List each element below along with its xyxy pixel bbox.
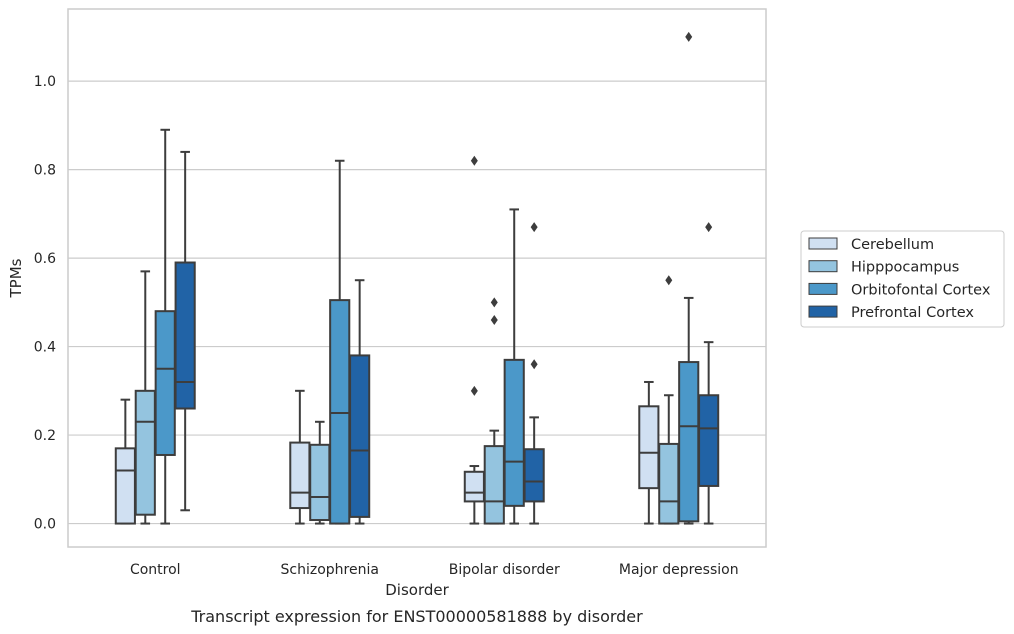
series-cerebellum bbox=[114, 155, 660, 525]
box bbox=[309, 420, 331, 525]
legend-swatch bbox=[808, 282, 838, 295]
box bbox=[114, 398, 136, 525]
series-orbitofontal-cortex bbox=[154, 31, 700, 525]
legend-label: Cerebellum bbox=[851, 237, 934, 253]
box-body bbox=[289, 441, 311, 510]
outlier-point bbox=[470, 385, 478, 396]
box-body bbox=[174, 261, 196, 410]
box-body bbox=[523, 448, 545, 503]
outlier-point bbox=[490, 297, 498, 308]
outlier-point bbox=[665, 275, 673, 286]
box-body bbox=[678, 361, 700, 523]
y-tick-label: 0.2 bbox=[34, 428, 56, 444]
legend-frame bbox=[800, 230, 1005, 328]
legend-swatch bbox=[808, 305, 838, 318]
legend-label: Prefrontal Cortex bbox=[851, 305, 974, 321]
x-tick-label: Bipolar disorder bbox=[449, 562, 560, 578]
x-tick-label: Schizophrenia bbox=[281, 562, 379, 578]
box bbox=[638, 380, 660, 525]
box bbox=[483, 297, 505, 525]
box bbox=[503, 208, 525, 525]
legend-label: Orbitofontal Cortex bbox=[851, 282, 991, 298]
outlier-point bbox=[530, 222, 538, 233]
box-body bbox=[658, 442, 680, 525]
outlier-point bbox=[470, 155, 478, 166]
box-body bbox=[463, 470, 485, 503]
box-body bbox=[329, 299, 351, 525]
plot-frame bbox=[67, 8, 767, 548]
x-tick-label: Control bbox=[130, 562, 181, 578]
box bbox=[658, 275, 680, 525]
box-body bbox=[309, 443, 331, 522]
box bbox=[523, 222, 545, 525]
legend-swatch bbox=[808, 237, 838, 250]
box bbox=[174, 150, 196, 512]
x-tick-label: Major depression bbox=[619, 562, 739, 578]
outlier-point bbox=[490, 315, 498, 326]
box-body bbox=[638, 405, 660, 490]
box bbox=[349, 279, 371, 525]
box-body bbox=[483, 445, 505, 525]
y-tick-label: 0.8 bbox=[34, 163, 56, 179]
box bbox=[463, 155, 485, 525]
y-tick-label: 0.6 bbox=[34, 251, 56, 267]
legend: Cerebellum Hipppocampus Orbitofontal Corte… bbox=[800, 230, 1005, 328]
y-tick-label: 1.0 bbox=[34, 74, 56, 90]
box bbox=[678, 31, 700, 525]
box-series bbox=[114, 31, 720, 525]
y-axis-title: TPMs bbox=[7, 258, 25, 298]
box bbox=[289, 389, 311, 525]
y-tick-labels: 0.0 0.2 0.4 0.6 0.8 1.0 bbox=[34, 74, 56, 532]
y-tick-label: 0.4 bbox=[34, 340, 56, 356]
box-body bbox=[114, 447, 136, 525]
outlier-point bbox=[685, 31, 693, 42]
series-prefrontal-cortex bbox=[174, 150, 720, 525]
box bbox=[329, 159, 351, 525]
legend-label: Hipppocampus bbox=[851, 260, 959, 276]
box bbox=[134, 270, 156, 525]
box-body bbox=[503, 358, 525, 507]
legend-swatch bbox=[808, 260, 838, 273]
box-body bbox=[349, 354, 371, 518]
x-tick-labels: Control Schizophrenia Bipolar disorder Majo… bbox=[130, 562, 739, 578]
box-body bbox=[154, 310, 176, 456]
box-body bbox=[134, 389, 156, 516]
box bbox=[154, 128, 176, 525]
series-hipppocampus bbox=[134, 270, 680, 525]
chart-caption: Transcript expression for ENST0000058188… bbox=[190, 607, 643, 626]
x-axis-title: Disorder bbox=[385, 581, 449, 599]
outlier-point bbox=[705, 222, 713, 233]
box bbox=[698, 222, 720, 525]
box-body bbox=[698, 394, 720, 487]
outlier-point bbox=[530, 359, 538, 370]
y-tick-label: 0.0 bbox=[34, 517, 56, 533]
